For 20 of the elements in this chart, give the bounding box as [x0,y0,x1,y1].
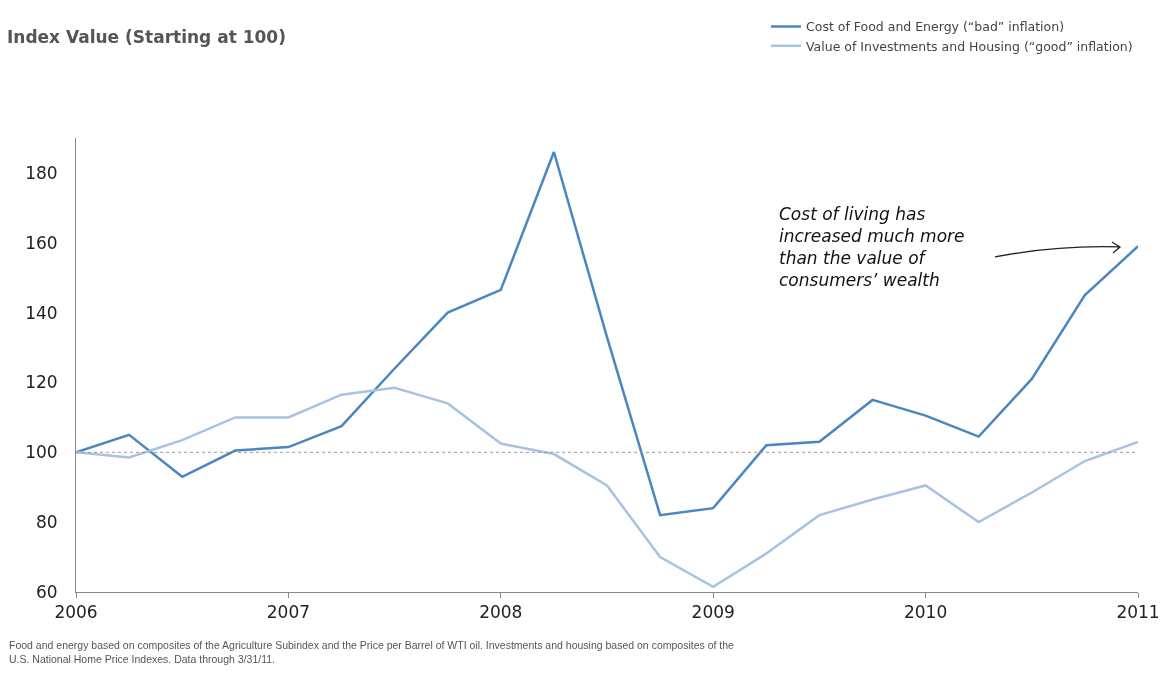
y-tick-label: 140 [25,302,58,323]
legend-label: Value of Investments and Housing (“good” inflation) [806,38,1133,54]
line-series [76,386,1138,589]
y-tick-label: 80 [35,512,58,533]
annotation: Cost of living has increased much more than the value of consumers’ wealth [779,204,965,291]
text: Food and energy based on composites of the Agriculture Subindex and the Price per Barrel of WTI oil. Investments and housing based on composites of the U.S. National Home Price Indexes. Data through 3/31/11. [9,639,735,665]
x-tick-label: 2008 [479,602,523,623]
line-series [76,150,1138,517]
y-tick-label: 120 [25,372,58,393]
x-tick-label: 2007 [266,602,311,623]
x-tick-label: 2011 [1116,602,1160,623]
legend-label: Cost of Food and Energy (“bad” inflation) [806,19,1065,35]
chart-title: Index Value (Starting at 100) [6,26,286,47]
y-tick-label: 60 [35,581,58,602]
x-tick-label: 2010 [903,602,948,623]
y-tick-label: 160 [25,232,58,253]
x-tick-label: 2009 [691,602,735,623]
y-tick-label: 180 [25,162,58,183]
y-tick-label: 100 [25,442,58,463]
x-tick-label: 2006 [54,602,98,623]
